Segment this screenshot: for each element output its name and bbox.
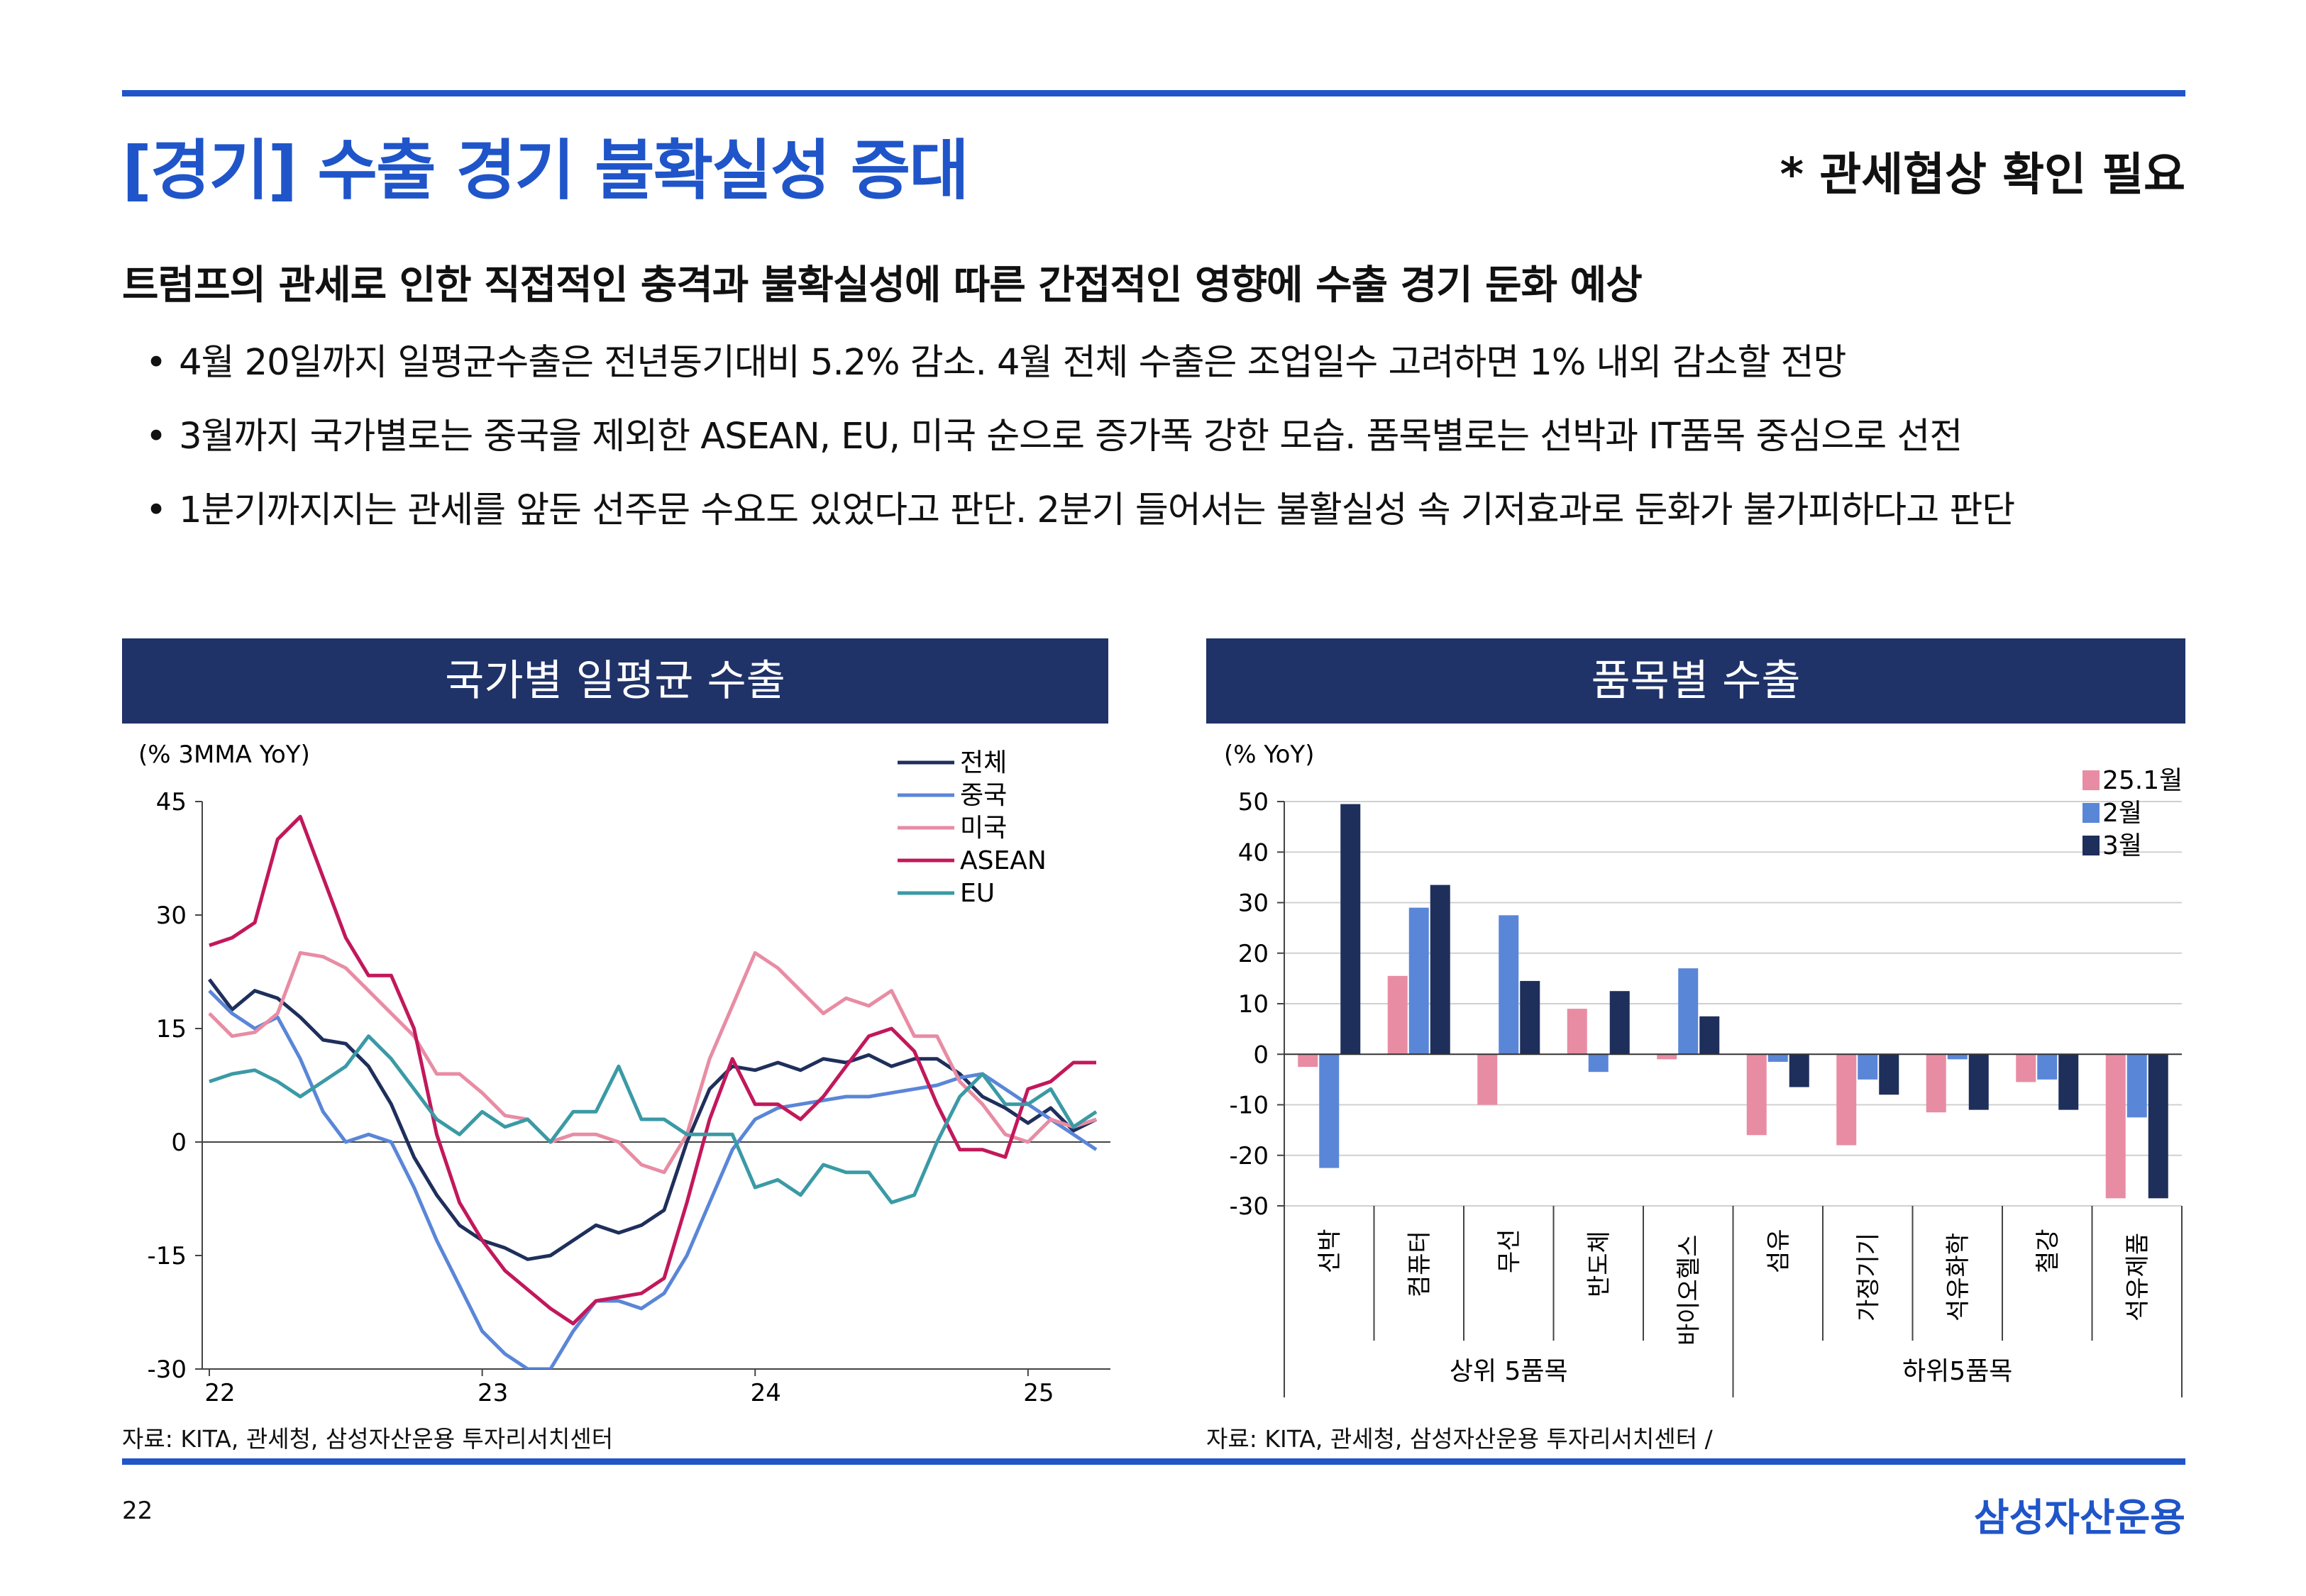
bar-철강-3월 xyxy=(2058,1054,2079,1110)
bar-chart-y-tick-label: 50 xyxy=(1238,788,1269,816)
line-chart-y-tick-label: 30 xyxy=(156,902,187,930)
bar-철강-2월 xyxy=(2037,1054,2058,1080)
bar-chart-y-tick-label: 20 xyxy=(1238,940,1269,968)
page-number: 22 xyxy=(122,1497,153,1525)
bar-석유제품-25.1월 xyxy=(2105,1054,2126,1199)
bar-chart-category-label: 철강 xyxy=(2034,1229,2062,1273)
legend-label-전체: 전체 xyxy=(960,748,1007,777)
bar-석유화학-25.1월 xyxy=(1926,1054,1946,1113)
bar-섬유-2월 xyxy=(1767,1054,1788,1062)
bar-바이오헬스-3월 xyxy=(1699,1016,1720,1055)
line-chart-y-tick-label: -30 xyxy=(147,1356,187,1384)
legend-label-25.1월: 25.1월 xyxy=(2102,766,2183,795)
bar-chart-y-tick-label: 40 xyxy=(1238,838,1269,867)
line-series-ASEAN xyxy=(209,814,1096,1326)
bar-chart-category-label: 무선 xyxy=(1495,1229,1523,1273)
top-rule xyxy=(122,90,2185,96)
bar-chart-group-label: 하위5품목 xyxy=(1902,1357,2012,1386)
bar-chart-category-label: 석유제품 xyxy=(2124,1233,2152,1321)
line-chart-x-tick-label: 25 xyxy=(1023,1379,1054,1407)
line-chart-y-tick-label: 15 xyxy=(156,1015,187,1043)
bar-선박-3월 xyxy=(1340,804,1361,1055)
bar-바이오헬스-25.1월 xyxy=(1657,1054,1677,1060)
bar-chart-header: 품목별 수출 xyxy=(1206,638,2185,724)
line-chart-unit-label: (% 3MMA YoY) xyxy=(138,741,310,769)
line-series-중국 xyxy=(208,989,1098,1369)
bar-chart-y-tick-label: 10 xyxy=(1238,990,1269,1019)
page-title: [경기] 수출 경기 불확실성 증대 xyxy=(122,133,969,209)
bar-chart-category-label: 섬유 xyxy=(1765,1229,1793,1273)
bar-chart-category-label: 가정기기 xyxy=(1854,1233,1882,1321)
bullet-list: 4월 20일까지 일평균수출은 전년동기대비 5.2% 감소. 4월 전체 수출… xyxy=(145,326,2015,548)
bar-석유제품-2월 xyxy=(2126,1054,2147,1118)
brand-logo-text: 삼성자산운용 xyxy=(1973,1495,2185,1540)
bar-선박-2월 xyxy=(1319,1054,1340,1168)
bar-chart-y-tick-label: -20 xyxy=(1229,1142,1269,1170)
bar-컴퓨터-25.1월 xyxy=(1387,975,1408,1055)
bar-컴퓨터-3월 xyxy=(1430,885,1450,1055)
bar-chart-y-tick-label: -30 xyxy=(1229,1192,1269,1221)
bar-chart-category-label: 선박 xyxy=(1315,1229,1344,1273)
bar-chart-category-label: 반도체 xyxy=(1585,1231,1613,1297)
bar-반도체-2월 xyxy=(1588,1054,1609,1073)
legend-label-ASEAN: ASEAN xyxy=(960,846,1047,875)
line-chart-y-tick-label: -15 xyxy=(147,1242,187,1270)
bar-반도체-25.1월 xyxy=(1567,1009,1587,1055)
line-chart-header: 국가별 일평균 수출 xyxy=(122,638,1108,724)
bar-chart-y-tick-label: 0 xyxy=(1253,1041,1269,1069)
legend-swatch-3월 xyxy=(2082,836,2100,855)
legend-label-미국: 미국 xyxy=(960,814,1007,843)
bar-chart-group-label: 상위 5품목 xyxy=(1450,1357,1568,1386)
legend-label-EU: EU xyxy=(960,879,995,908)
bar-바이오헬스-2월 xyxy=(1678,968,1699,1055)
line-chart-x-tick-label: 23 xyxy=(478,1379,508,1407)
line-chart-x-tick-label: 24 xyxy=(751,1379,781,1407)
bar-chart-category-label: 컴퓨터 xyxy=(1406,1231,1434,1297)
line-series-전체 xyxy=(208,978,1098,1261)
bar-가정기기-3월 xyxy=(1879,1054,1899,1095)
bar-chart-category-label: 석유화학 xyxy=(1944,1233,1973,1321)
bar-무선-3월 xyxy=(1520,980,1540,1055)
bar-chart-unit-label: (% YoY) xyxy=(1224,741,1314,769)
source-note-right: 자료: KITA, 관세청, 삼성자산운용 투자리서치센터 / xyxy=(1206,1425,1713,1453)
bar-철강-25.1월 xyxy=(2016,1054,2036,1082)
page-note: * 관세협상 확인 필요 xyxy=(1780,149,2185,201)
bar-chart-category-label: 바이오헬스 xyxy=(1675,1235,1703,1346)
legend-swatch-25.1월 xyxy=(2082,770,2100,790)
line-chart-x-tick-label: 22 xyxy=(204,1379,235,1407)
bar-선박-25.1월 xyxy=(1298,1054,1318,1068)
bar-컴퓨터-2월 xyxy=(1408,907,1429,1055)
lead-sentence: 트럼프의 관세로 인한 직접적인 충격과 불확실성에 따른 간접적인 영향에 수… xyxy=(122,262,1643,309)
line-series-미국 xyxy=(208,951,1097,1175)
bar-섬유-25.1월 xyxy=(1746,1054,1767,1136)
bullet-item: 1분기까지지는 관세를 앞둔 선주문 수요도 있었다고 판단. 2분기 들어서는… xyxy=(145,474,2015,548)
bullet-item: 3월까지 국가별로는 중국을 제외한 ASEAN, EU, 미국 순으로 증가폭… xyxy=(145,400,2014,474)
bar-chart-y-tick-label: 30 xyxy=(1238,890,1269,918)
bar-석유화학-3월 xyxy=(1968,1054,1989,1110)
item-export-bar-chart: (% YoY) 50 40 30 20 10 0 -10 -20 -30 선박 컴퓨터 무선 반도체 바이오… xyxy=(1224,741,2183,1397)
bar-chart-y-tick-label: -10 xyxy=(1229,1092,1269,1120)
bar-가정기기-2월 xyxy=(1858,1054,1878,1080)
line-series-EU xyxy=(209,1034,1098,1204)
line-chart-y-tick-label: 0 xyxy=(171,1129,187,1157)
bar-무선-25.1월 xyxy=(1477,1054,1498,1105)
bar-섬유-3월 xyxy=(1789,1054,1809,1087)
legend-swatch-2월 xyxy=(2082,803,2100,823)
legend-label-2월: 2월 xyxy=(2102,799,2142,828)
bar-가정기기-25.1월 xyxy=(1836,1054,1857,1146)
source-note-left: 자료: KITA, 관세청, 삼성자산운용 투자리서치센터 xyxy=(122,1425,614,1453)
bottom-rule xyxy=(122,1458,2185,1465)
bar-석유화학-2월 xyxy=(1947,1054,1968,1060)
legend-label-3월: 3월 xyxy=(2102,831,2142,860)
bar-석유제품-3월 xyxy=(2148,1054,2168,1199)
bar-반도체-3월 xyxy=(1609,991,1630,1055)
bullet-item: 4월 20일까지 일평균수출은 전년동기대비 5.2% 감소. 4월 전체 수출… xyxy=(145,326,2014,400)
line-chart-y-tick-label: 45 xyxy=(156,788,187,816)
legend-label-중국: 중국 xyxy=(960,781,1007,810)
bar-무선-2월 xyxy=(1499,915,1519,1055)
